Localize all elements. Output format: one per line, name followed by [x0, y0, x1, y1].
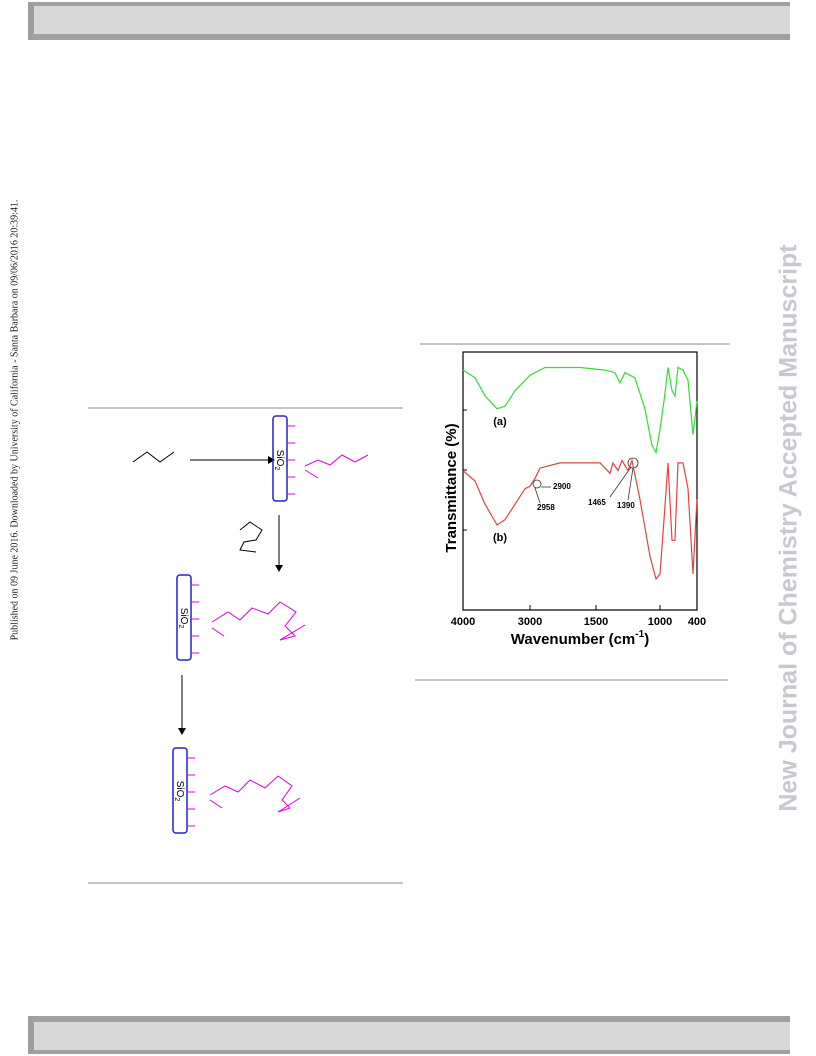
callout-line [534, 487, 541, 504]
journal-watermark: New Journal of Chemistry Accepted Manusc… [775, 244, 803, 812]
reagent [239, 521, 263, 553]
bond [209, 799, 223, 809]
plot-frame [462, 351, 698, 611]
x-tick-label: 400 [688, 616, 706, 628]
bond [211, 627, 225, 637]
annotation: (b) [493, 532, 507, 544]
support-label: SiO2 [177, 608, 189, 629]
linkers [191, 584, 199, 654]
bond [304, 469, 319, 479]
callout-circle [532, 479, 542, 489]
y-axis-label: Transmittance (%) [443, 423, 460, 552]
support-subscript: 2 [177, 624, 184, 628]
x-tick-label: 1000 [648, 616, 672, 628]
header-inner [34, 6, 790, 34]
scheme [88, 407, 403, 884]
x-label-text: Wavenumber (cm [511, 631, 635, 648]
annotation: 2900 [553, 482, 571, 491]
linkers [287, 425, 295, 495]
linkers [187, 757, 195, 827]
support-subscript: 2 [173, 797, 180, 801]
spectrum-line [462, 366, 698, 455]
x-tick-label: 3000 [518, 616, 542, 628]
arrowhead [268, 456, 275, 464]
x-label-end: ) [644, 631, 649, 648]
arrowhead [275, 565, 283, 572]
support-box [172, 747, 188, 834]
annotation: 1390 [617, 501, 635, 510]
annotation: (a) [493, 416, 507, 428]
x-tick-label: 1500 [584, 616, 608, 628]
x-axis-label: Wavenumber (cm-1) [511, 629, 649, 648]
callout-line [609, 466, 632, 498]
chain [209, 775, 301, 813]
support-label: SiO2 [173, 781, 185, 802]
molecule [132, 451, 175, 463]
chain [211, 601, 306, 641]
x-label-sup: -1 [635, 629, 644, 640]
support-label: SiO2 [273, 450, 285, 471]
arrowhead [178, 728, 186, 735]
annotation: 1465 [588, 498, 606, 507]
support-text: SiO [174, 781, 185, 798]
spectrum-line [462, 458, 698, 581]
support-box [272, 415, 288, 502]
support-labels: SiO2 SiO2 SiO2 [173, 450, 285, 802]
published-note: Published on 09 June 2016. Downloaded by… [9, 200, 20, 641]
footer-inner [34, 1022, 790, 1050]
support-text: SiO [274, 450, 285, 467]
annotation: 2958 [537, 503, 555, 512]
chain [304, 454, 369, 467]
x-tick-label: 4000 [451, 616, 475, 628]
ftir-chart: Transmittance (%) Wavenumber (cm-1) (a) … [443, 351, 706, 648]
support-subscript: 2 [273, 466, 280, 470]
support-text: SiO [178, 608, 189, 625]
callout-line [627, 467, 634, 501]
callouts [532, 457, 639, 504]
support-box [176, 574, 192, 661]
